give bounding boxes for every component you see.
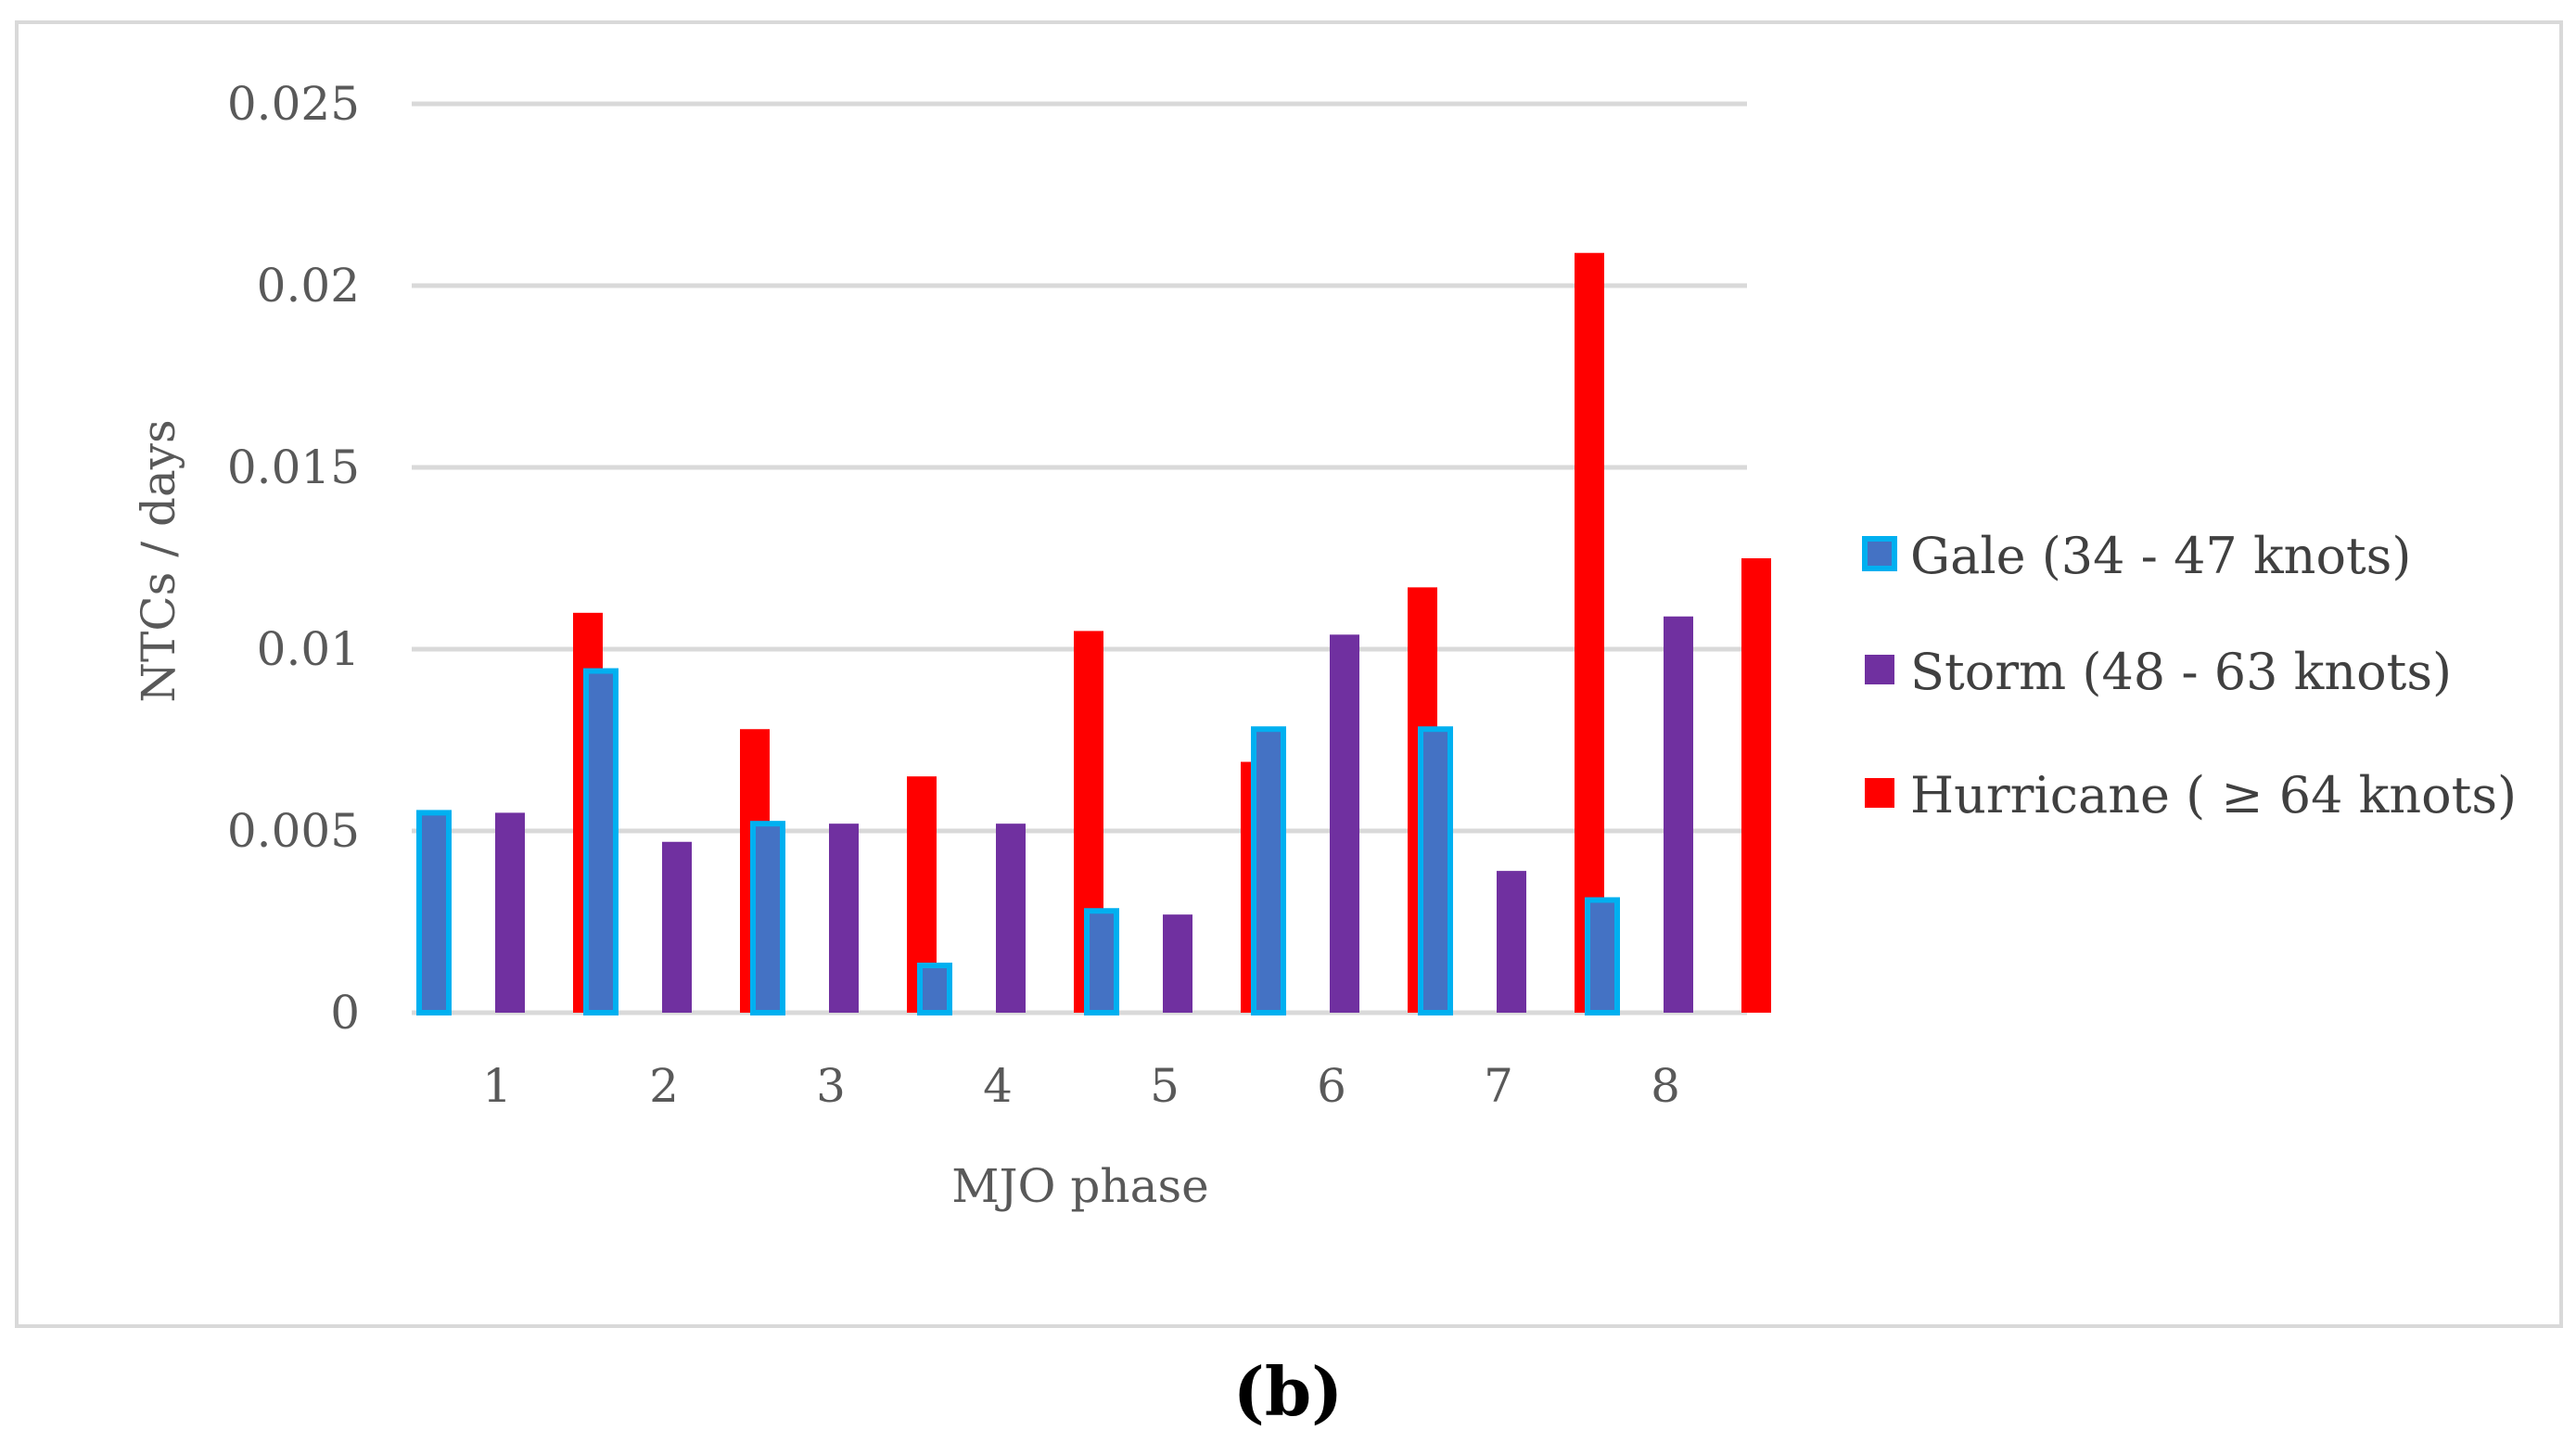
bar-gale-phase-1: [416, 810, 452, 1016]
legend-label-storm: Storm (48 - 63 knots): [1910, 643, 2452, 701]
bar-storm-phase-8: [1664, 616, 1693, 1013]
bar-storm-phase-6: [1330, 634, 1359, 1013]
y-tick-label: 0.02: [257, 259, 360, 313]
bars: [416, 252, 1771, 1016]
y-tick-labels: 0 0.005 0.01 0.015 0.02 0.025: [227, 77, 360, 1040]
bar-storm-phase-2: [662, 841, 692, 1013]
bar-storm-phase-5: [1163, 914, 1192, 1013]
x-tick-label: 7: [1484, 1059, 1513, 1113]
y-tick-label: 0.005: [227, 804, 360, 858]
bar-gale-phase-5: [1084, 908, 1119, 1015]
y-tick-label: 0: [330, 986, 360, 1040]
chart-frame: [15, 20, 2563, 1328]
bar-storm-phase-4: [996, 824, 1026, 1013]
x-tick-label: 1: [482, 1059, 512, 1113]
legend-swatch-gale: [1862, 536, 1897, 571]
x-tick-label: 3: [816, 1059, 846, 1113]
legend-swatch-hurricane: [1865, 778, 1894, 808]
bar-gale-phase-8: [1585, 897, 1620, 1015]
bar-gale-phase-6: [1251, 726, 1286, 1015]
x-tick-label: 4: [983, 1059, 1013, 1113]
y-tick-label: 0.01: [257, 622, 360, 676]
bar-storm-phase-7: [1497, 871, 1526, 1013]
y-tick-label: 0.025: [227, 77, 360, 131]
bar-gale-phase-2: [583, 668, 618, 1016]
x-axis-title: MJO phase: [951, 1159, 1208, 1213]
x-tick-labels: 1 2 3 4 5 6 7 8: [482, 1059, 1680, 1113]
bar-hurricane-phase-8: [1741, 558, 1771, 1013]
panel-label: (b): [1232, 1352, 1344, 1431]
legend: Gale (34 - 47 knots) Storm (48 - 63 knots…: [1862, 527, 2517, 824]
legend-label-hurricane: Hurricane ( ≥ 64 knots): [1910, 766, 2517, 824]
y-axis-title: NTCs / days: [132, 419, 185, 702]
legend-swatch-storm: [1865, 655, 1894, 684]
bar-storm-phase-1: [495, 812, 525, 1013]
y-tick-label: 0.015: [227, 441, 360, 494]
x-tick-label: 2: [649, 1059, 679, 1113]
bar-gale-phase-3: [750, 821, 785, 1015]
x-tick-label: 5: [1150, 1059, 1180, 1113]
x-tick-label: 6: [1317, 1059, 1346, 1113]
x-tick-label: 8: [1651, 1059, 1680, 1113]
bar-gale-phase-7: [1418, 726, 1453, 1015]
legend-label-gale: Gale (34 - 47 knots): [1910, 527, 2411, 585]
bar-hurricane-phase-7: [1575, 252, 1604, 1014]
bar-storm-phase-3: [829, 824, 859, 1013]
bar-gale-phase-4: [917, 963, 952, 1016]
